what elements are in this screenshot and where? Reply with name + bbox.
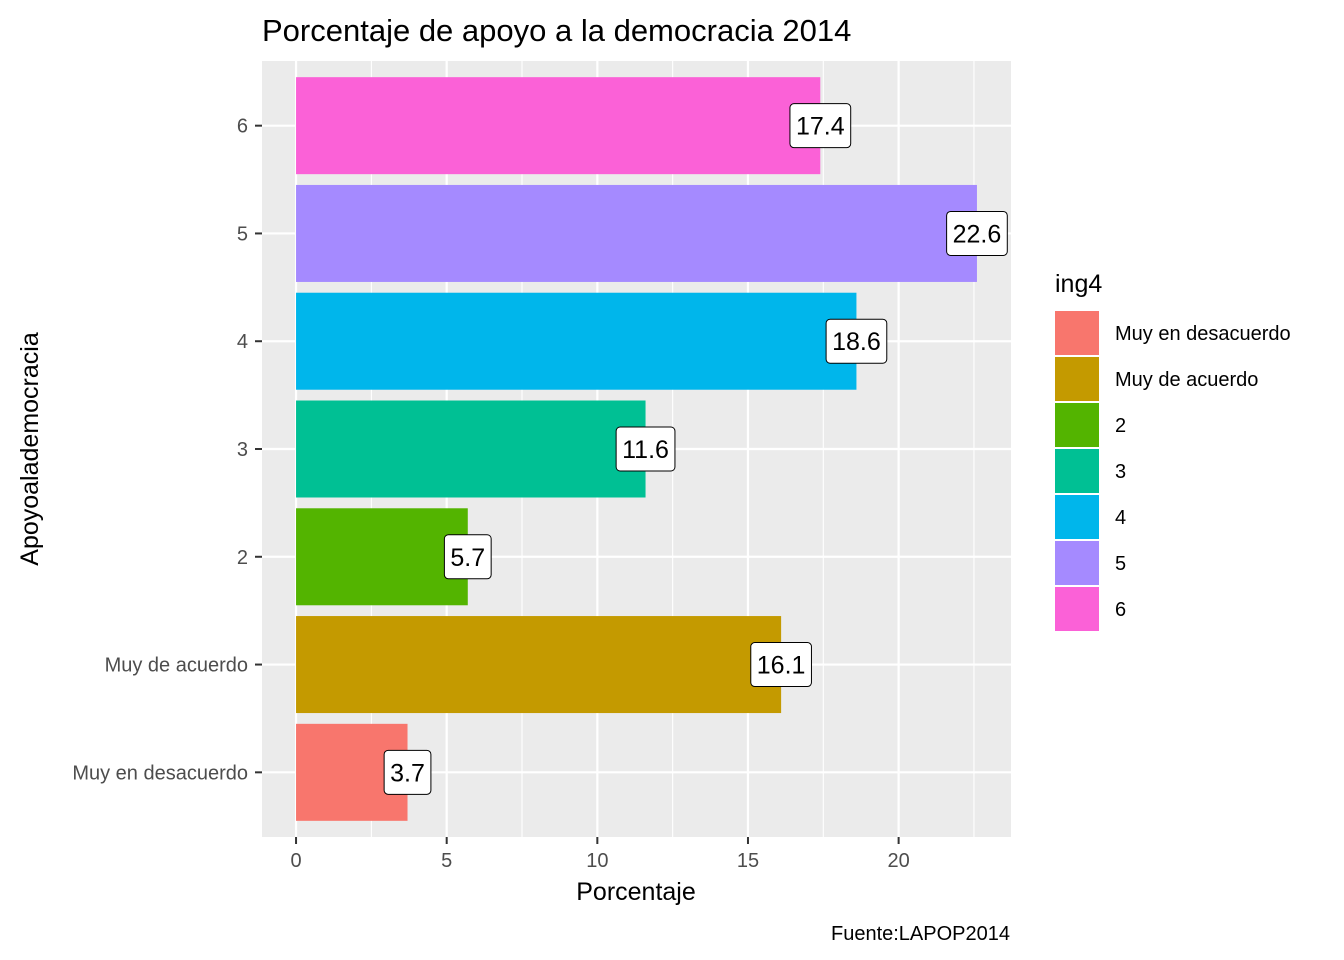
y-tick-label: Muy de acuerdo [105,655,248,677]
x-tick-label: 0 [290,850,301,872]
caption: Fuente:LAPOP2014 [831,923,1010,945]
bar [296,400,646,498]
chart-title: Porcentaje de apoyo a la democracia 2014 [262,13,851,48]
bar [296,184,977,282]
data-label: 3.7 [383,749,432,795]
data-label-text: 16.1 [757,652,806,680]
legend-key [1055,541,1099,585]
legend-key [1055,587,1099,631]
data-label: 16.1 [750,642,812,688]
data-label-box [750,642,812,688]
data-label: 22.6 [946,210,1008,256]
bars [296,77,977,821]
y-tick-label: Muy en desacuerdo [72,762,248,784]
data-label-box [383,749,432,795]
bar [296,508,468,606]
legend-label: 4 [1115,507,1126,529]
legend-label: 3 [1115,461,1126,483]
data-label-box [825,318,888,364]
x-tick-label: 15 [737,850,759,872]
data-label-box [789,103,852,149]
legend-label: 6 [1115,599,1126,621]
bar [296,292,857,390]
legend-label: Muy en desacuerdo [1115,323,1291,345]
data-label: 11.6 [615,426,676,472]
y-tick-label: 6 [237,116,248,138]
data-label-box [615,426,676,472]
data-label-text: 5.7 [450,544,485,572]
data-label-box [443,534,492,580]
data-label: 17.4 [789,103,852,149]
x-tick-label: 20 [887,850,909,872]
axes: Muy en desacuerdo Muy de acuerdo 2 3 4 5 6 0 5 10… [72,116,909,872]
y-axis-title: Apoyoalademocracia [16,332,44,566]
data-label-text: 22.6 [953,220,1002,248]
data-label-text: 11.6 [622,436,669,464]
legend-key [1055,311,1099,355]
legend-key [1055,449,1099,493]
data-label: 18.6 [825,318,888,364]
data-label-text: 3.7 [390,759,425,787]
data-label-text: 18.6 [832,328,881,356]
legend-key [1055,403,1099,447]
legend-key [1055,495,1099,539]
legend-title: ing4 [1055,270,1102,298]
data-label-box [946,210,1008,256]
y-tick-label: 3 [237,439,248,461]
legend: ing4 Muy en desacuerdo Muy de acuerdo 2 3 4 5… [1055,270,1291,631]
bar [296,616,782,714]
y-tick-label: 4 [237,331,248,353]
x-tick-label: 10 [586,850,608,872]
data-labels: 3.7 16.1 5.7 11.6 18.6 22.6 17.4 [383,103,1008,795]
legend-label: 2 [1115,415,1126,437]
legend-label: Muy de acuerdo [1115,369,1258,391]
data-label-text: 17.4 [796,113,845,141]
data-label: 5.7 [443,534,492,580]
bar [296,77,821,175]
x-axis-title: Porcentaje [576,878,696,906]
x-tick-label: 5 [441,850,452,872]
legend-key [1055,357,1099,401]
y-tick-label: 2 [237,547,248,569]
legend-label: 5 [1115,553,1126,575]
y-tick-label: 5 [237,223,248,245]
